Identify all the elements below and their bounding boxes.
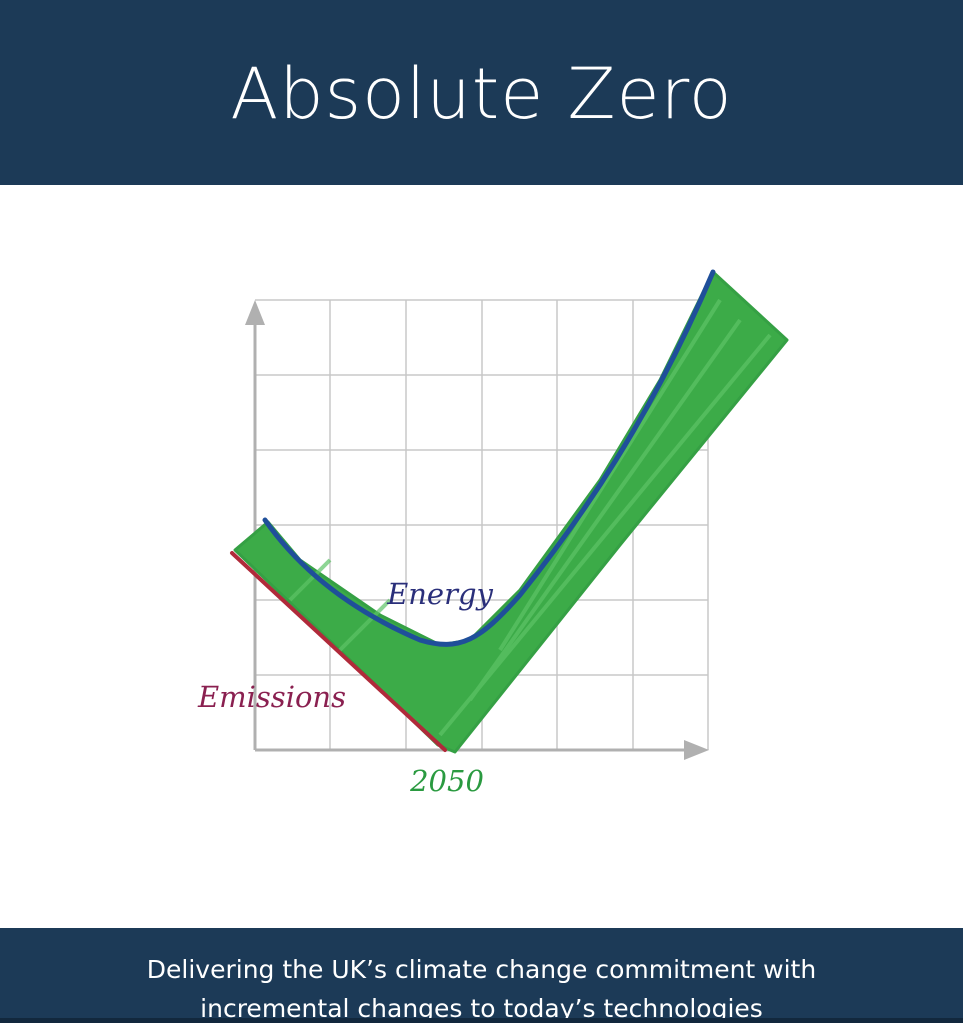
footer-strip <box>0 1018 963 1023</box>
title: Absolute Zero <box>230 53 733 135</box>
energy-label: Energy <box>386 577 493 611</box>
emissions-line <box>230 551 447 752</box>
hatching <box>288 298 772 737</box>
header: Absolute Zero <box>0 0 963 185</box>
emissions-label: Emissions <box>197 680 346 714</box>
subtitle-line: Delivering the UK’s climate change commi… <box>146 955 817 984</box>
footer: Delivering the UK’s climate change commi… <box>0 928 963 1023</box>
illustration: Energy Emissions 2050 <box>197 269 789 798</box>
year-label: 2050 <box>409 764 484 798</box>
energy-line <box>262 269 716 647</box>
check-mark <box>233 270 789 754</box>
